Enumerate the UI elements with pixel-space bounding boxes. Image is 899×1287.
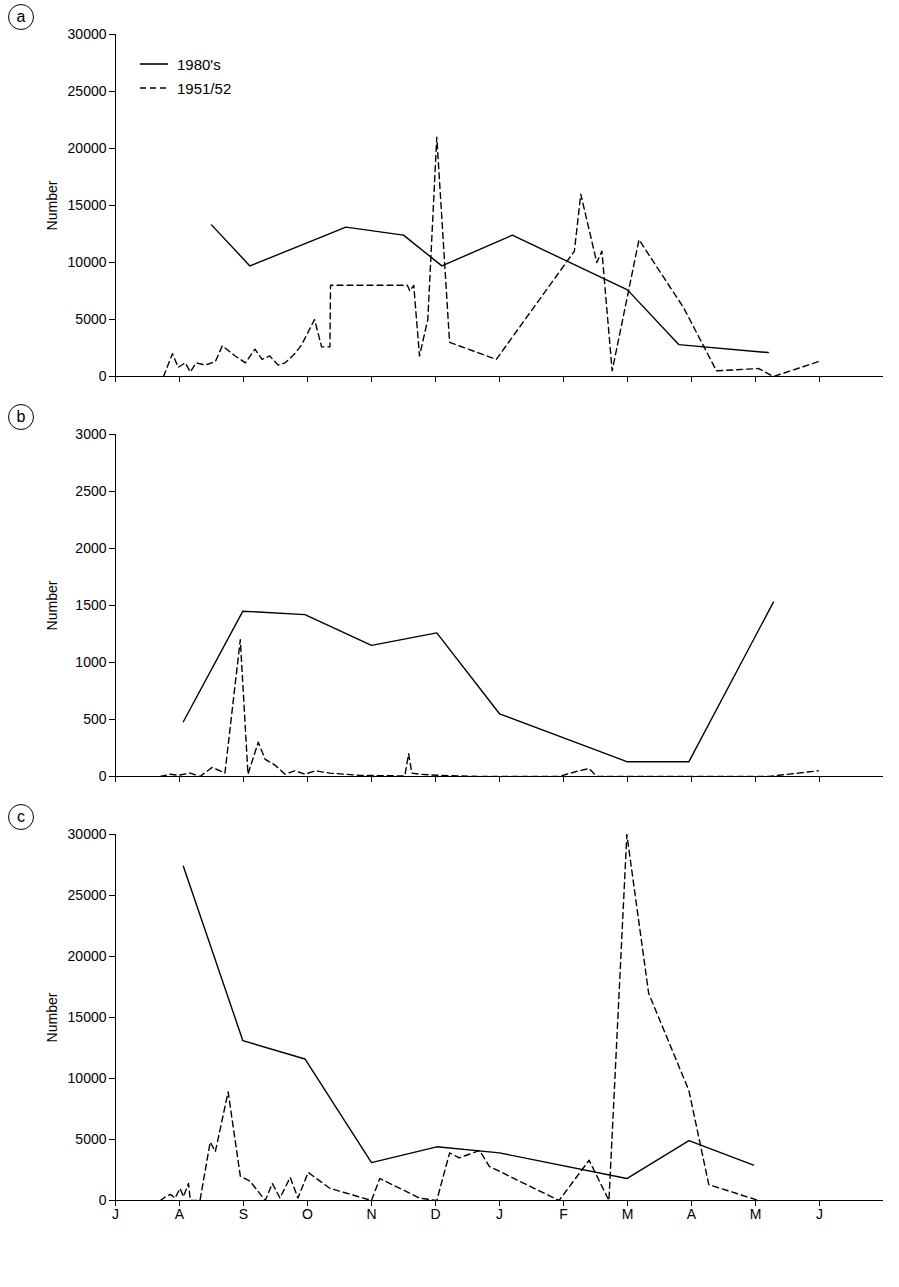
svg-text:A: A: [687, 1206, 697, 1222]
svg-text:O: O: [302, 1206, 313, 1222]
svg-text:M: M: [750, 1206, 762, 1222]
svg-text:F: F: [559, 1206, 568, 1222]
svg-text:15000: 15000: [68, 1009, 107, 1025]
svg-text:5000: 5000: [75, 1131, 106, 1147]
svg-text:0: 0: [99, 768, 107, 784]
svg-text:15000: 15000: [68, 197, 107, 213]
svg-text:20000: 20000: [68, 140, 107, 156]
svg-text:M: M: [622, 1206, 634, 1222]
svg-text:25000: 25000: [68, 83, 107, 99]
svg-text:3000: 3000: [75, 426, 106, 442]
svg-text:20000: 20000: [68, 948, 107, 964]
svg-text:30000: 30000: [68, 826, 107, 842]
svg-text:N: N: [366, 1206, 376, 1222]
svg-text:J: J: [112, 1206, 119, 1222]
svg-text:500: 500: [83, 711, 107, 727]
svg-text:Number: Number: [44, 180, 60, 230]
svg-text:5000: 5000: [75, 311, 106, 327]
svg-text:J: J: [496, 1206, 503, 1222]
svg-text:S: S: [239, 1206, 248, 1222]
svg-text:2000: 2000: [75, 540, 106, 556]
html-text:1951/52: 1951/52: [177, 79, 232, 97]
html-text:1980's: 1980's: [177, 55, 221, 73]
svg-text:J: J: [816, 1206, 823, 1222]
html-text:c: c: [17, 808, 25, 825]
html-text:a: a: [16, 8, 26, 25]
svg-text:25000: 25000: [68, 887, 107, 903]
svg-text:10000: 10000: [68, 254, 107, 270]
svg-text:A: A: [175, 1206, 185, 1222]
svg-text:D: D: [430, 1206, 440, 1222]
svg-text:30000: 30000: [68, 26, 107, 42]
svg-text:Number: Number: [44, 580, 60, 630]
svg-text:1000: 1000: [75, 654, 106, 670]
svg-text:0: 0: [99, 1192, 107, 1208]
svg-text:0: 0: [99, 368, 107, 384]
svg-text:1500: 1500: [75, 597, 106, 613]
svg-text:2500: 2500: [75, 483, 106, 499]
html-text:b: b: [16, 408, 26, 425]
svg-text:10000: 10000: [68, 1070, 107, 1086]
svg-text:Number: Number: [44, 992, 60, 1042]
